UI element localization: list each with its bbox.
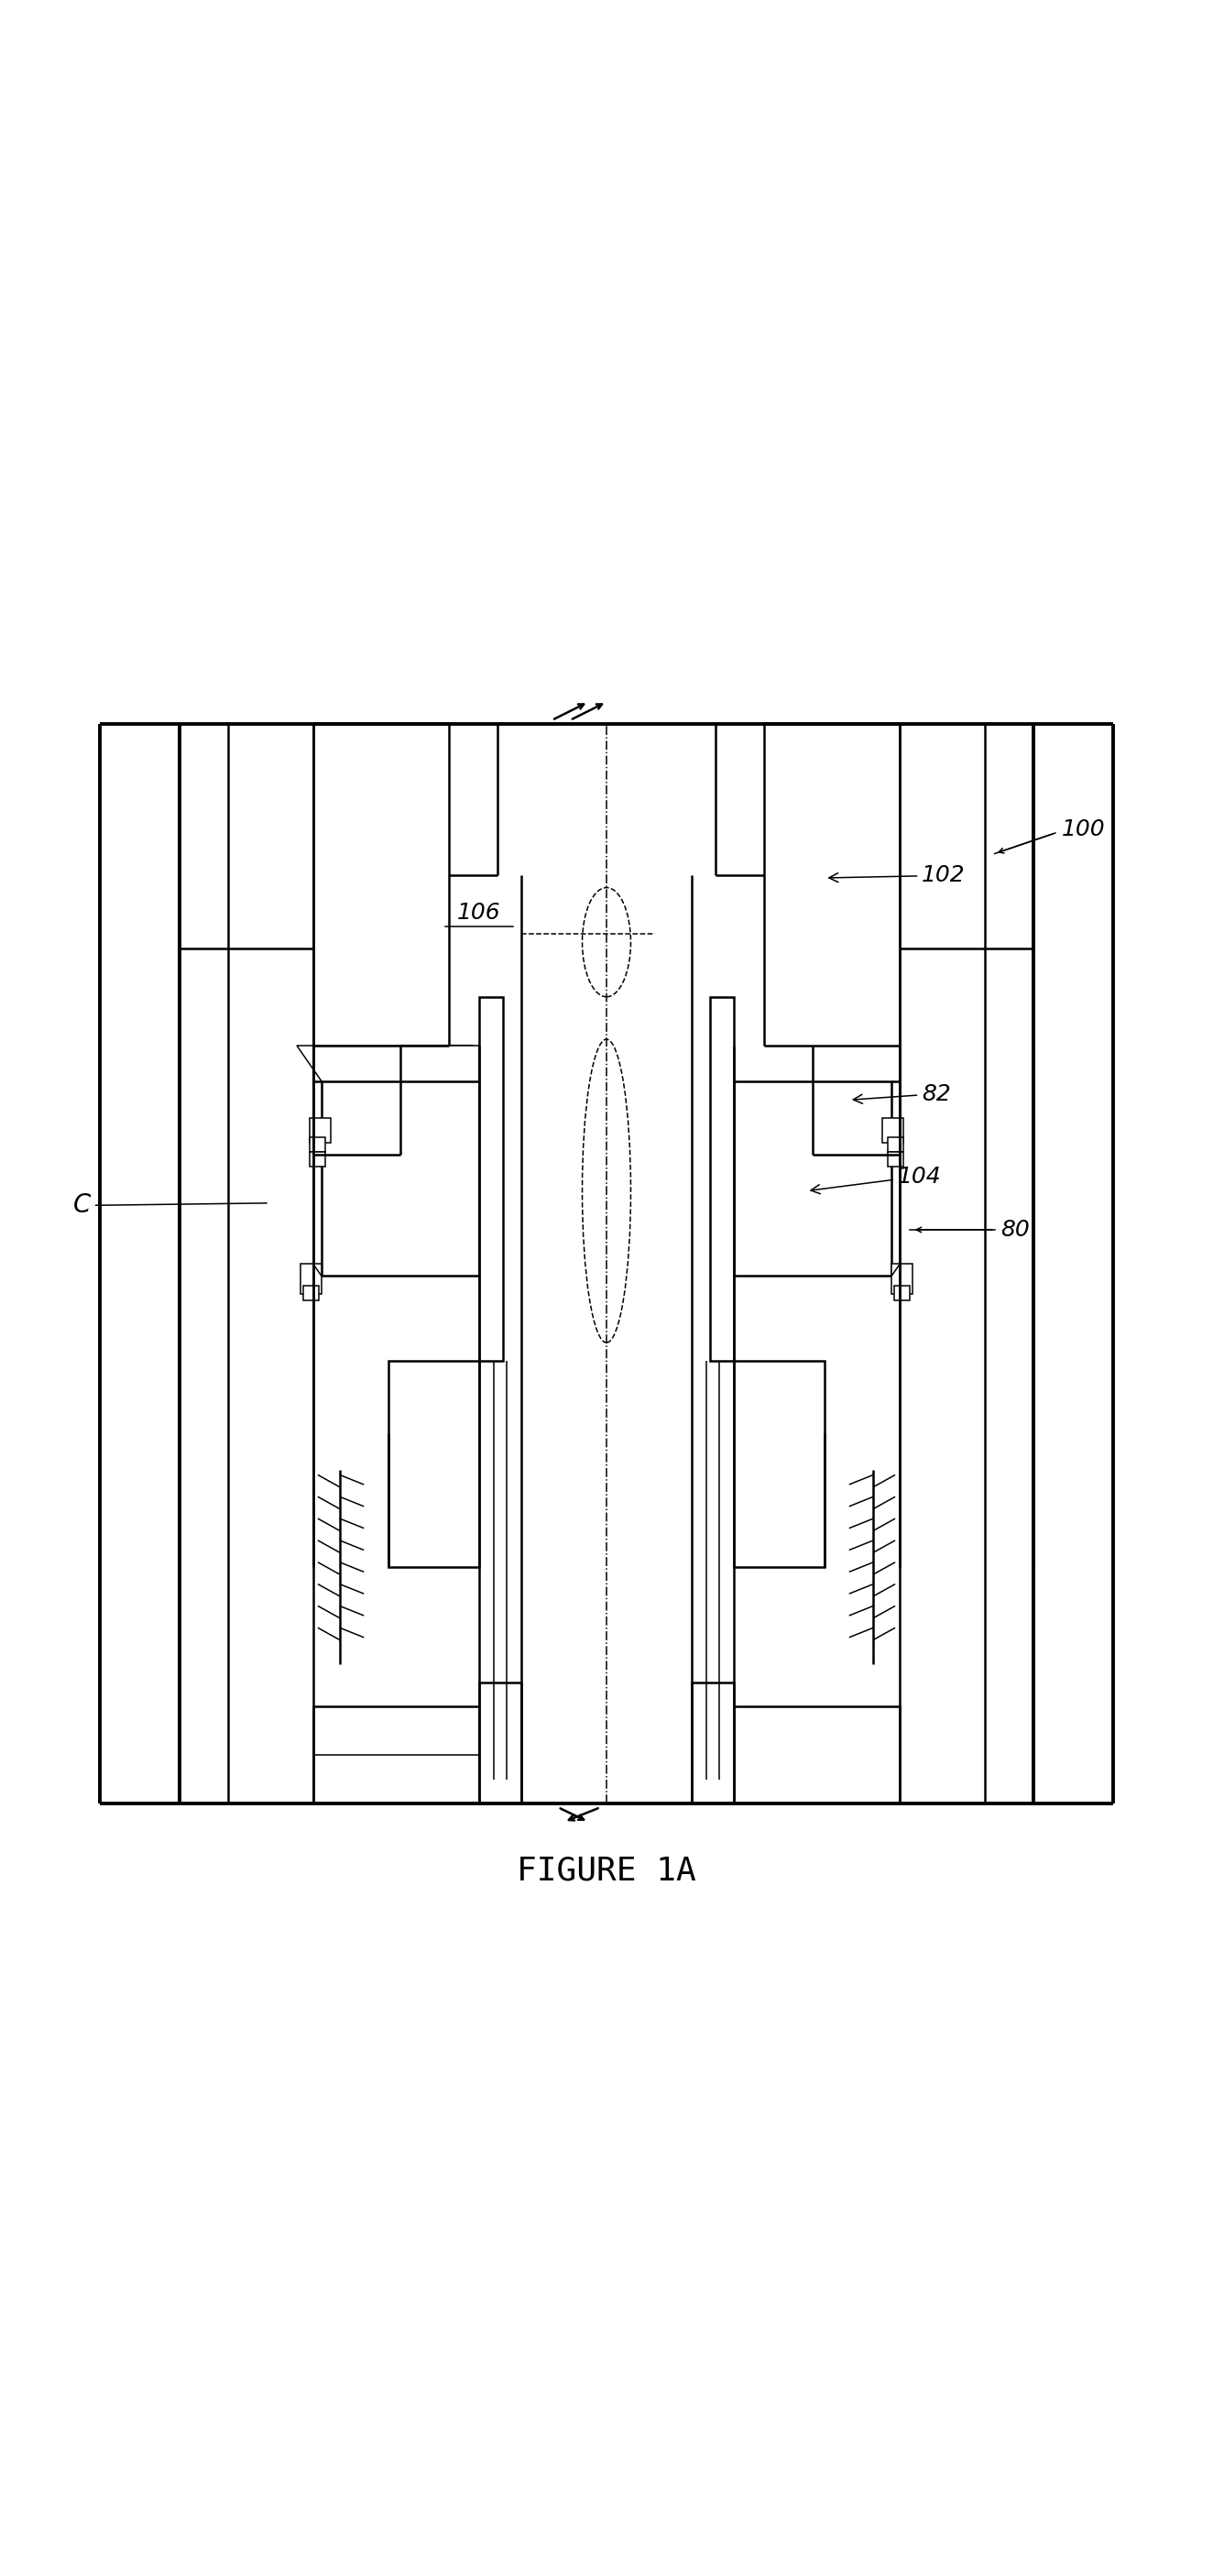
Bar bbox=[888, 1151, 904, 1167]
Bar bbox=[309, 1118, 331, 1141]
Polygon shape bbox=[400, 1046, 473, 1105]
Text: 106: 106 bbox=[457, 902, 501, 925]
Text: 102: 102 bbox=[828, 866, 966, 886]
Bar bbox=[873, 1566, 1033, 1664]
Bar bbox=[1033, 724, 1114, 1803]
Text: 80: 80 bbox=[1001, 1218, 1030, 1242]
Bar bbox=[313, 1360, 388, 1566]
Bar bbox=[825, 1360, 900, 1566]
Bar bbox=[691, 1682, 734, 1803]
Bar bbox=[313, 1046, 400, 1154]
Bar bbox=[180, 1566, 340, 1664]
Bar bbox=[734, 1705, 900, 1803]
Bar bbox=[710, 997, 734, 1360]
Text: C: C bbox=[73, 1193, 267, 1218]
Bar bbox=[479, 1682, 522, 1803]
Bar bbox=[180, 1360, 313, 1566]
Bar bbox=[313, 724, 449, 1046]
Text: 104: 104 bbox=[810, 1164, 941, 1193]
Bar bbox=[449, 724, 497, 876]
Bar bbox=[321, 1082, 479, 1275]
Bar bbox=[734, 1082, 892, 1275]
Bar bbox=[900, 1046, 1033, 1360]
Text: 100: 100 bbox=[1061, 819, 1105, 840]
Bar bbox=[301, 1265, 321, 1293]
Bar bbox=[722, 1046, 900, 1360]
Bar bbox=[882, 1118, 904, 1141]
Bar bbox=[716, 724, 764, 876]
Bar bbox=[228, 724, 313, 1803]
Bar bbox=[321, 1046, 485, 1082]
Bar bbox=[900, 724, 1033, 948]
Bar bbox=[734, 1360, 825, 1566]
Bar bbox=[313, 1705, 479, 1803]
Bar bbox=[888, 1139, 904, 1151]
Bar bbox=[479, 997, 503, 1360]
Bar bbox=[764, 724, 900, 1046]
Text: FIGURE 1A: FIGURE 1A bbox=[517, 1855, 696, 1886]
Bar bbox=[900, 724, 985, 1803]
Bar bbox=[303, 1285, 319, 1301]
Bar bbox=[99, 724, 180, 1803]
Polygon shape bbox=[297, 1046, 479, 1082]
Bar bbox=[313, 1435, 400, 1651]
Bar bbox=[180, 724, 313, 948]
Bar bbox=[900, 1360, 1033, 1566]
Bar bbox=[309, 1151, 325, 1167]
Bar bbox=[728, 1046, 892, 1082]
Bar bbox=[313, 1046, 491, 1360]
Bar bbox=[813, 1046, 900, 1154]
Bar bbox=[892, 1265, 912, 1293]
Bar bbox=[894, 1285, 910, 1301]
Bar bbox=[180, 1046, 313, 1360]
Bar bbox=[388, 1360, 479, 1566]
Bar bbox=[309, 1139, 325, 1151]
Text: 82: 82 bbox=[853, 1082, 951, 1105]
Bar bbox=[813, 1435, 900, 1651]
